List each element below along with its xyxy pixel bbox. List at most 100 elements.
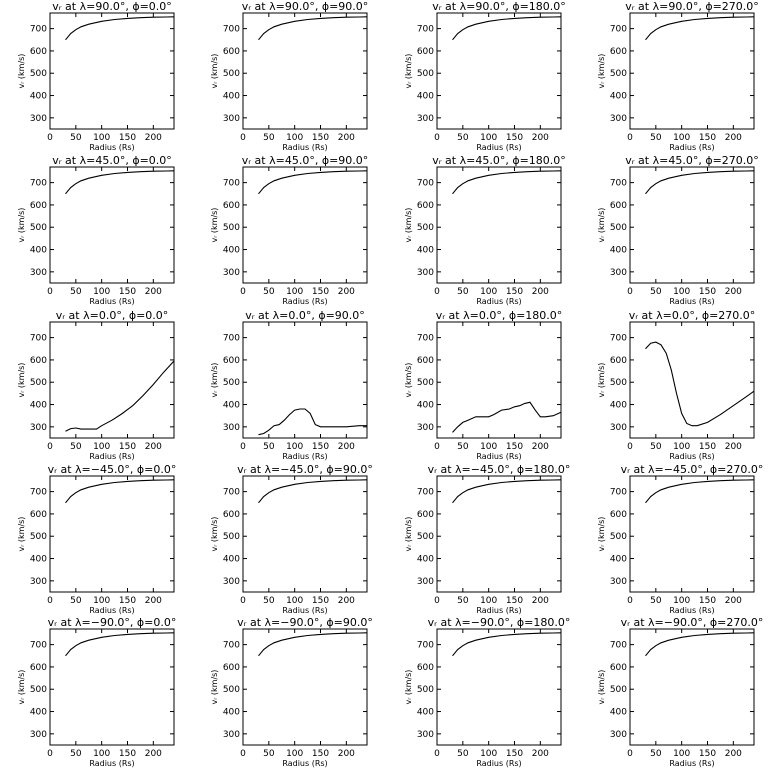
x-tick-label: 0 [627,442,633,452]
y-tick-label: 300 [417,114,434,124]
x-tick-label: 0 [47,133,53,143]
y-tick-label: 300 [223,423,240,433]
plot-frame [242,475,368,593]
x-tick-label: 100 [286,596,303,606]
x-axis-label: Radius (Rs) [282,143,327,152]
y-tick-label: 600 [610,356,627,366]
plot-frame [242,321,368,439]
y-axis-label: vᵣ (km/s) [210,517,219,552]
x-tick-label: 150 [312,133,329,143]
y-tick-label: 400 [417,92,434,102]
x-tick-label: 200 [725,133,742,143]
y-tick-label: 400 [610,401,627,411]
y-tick-label: 500 [30,685,47,695]
y-tick-label: 700 [417,179,434,189]
panel-title: vᵣ at λ=−45.0°, ϕ=180.0° [428,463,571,476]
x-tick-label: 50 [650,596,662,606]
x-tick-label: 100 [673,749,690,759]
x-axis-label: Radius (Rs) [476,297,521,306]
y-tick-label: 300 [610,730,627,740]
y-axis-label: vᵣ (km/s) [17,208,26,243]
y-tick-label: 300 [610,423,627,433]
y-tick-label: 700 [30,179,47,189]
y-tick-label: 700 [417,488,434,498]
panel-title: vᵣ at λ=−45.0°, ϕ=90.0° [237,463,373,476]
x-tick-label: 150 [699,596,716,606]
y-tick-label: 300 [30,730,47,740]
y-tick-label: 600 [30,47,47,57]
x-tick-label: 0 [434,749,440,759]
plot-frame [242,628,368,746]
series-line [452,401,562,433]
y-tick-label: 400 [223,401,240,411]
x-tick-label: 100 [673,133,690,143]
x-tick-label: 100 [286,442,303,452]
plot-frame [436,12,562,130]
plot-frame [49,12,175,130]
y-tick-label: 600 [417,510,434,520]
x-tick-label: 50 [263,596,275,606]
plot-frame [436,628,562,746]
x-tick-label: 0 [47,442,53,452]
y-tick-label: 700 [223,641,240,651]
x-tick-label: 200 [725,287,742,297]
x-tick-label: 0 [627,287,633,297]
x-tick-label: 150 [506,749,523,759]
series-line [65,16,175,41]
y-tick-label: 700 [610,179,627,189]
y-axis-label: vᵣ (km/s) [17,670,26,705]
y-tick-label: 500 [30,69,47,79]
y-tick-label: 300 [610,577,627,587]
y-tick-label: 600 [223,663,240,673]
y-tick-label: 700 [223,25,240,35]
x-tick-label: 50 [263,287,275,297]
y-tick-label: 500 [30,532,47,542]
y-tick-label: 400 [223,555,240,565]
y-tick-label: 600 [417,663,434,673]
y-tick-label: 600 [30,663,47,673]
x-axis-label: Radius (Rs) [669,452,714,461]
x-tick-label: 50 [457,596,469,606]
series-line [258,16,368,41]
y-tick-label: 500 [610,223,627,233]
series-line [258,170,368,195]
x-tick-label: 100 [480,287,497,297]
x-tick-label: 200 [532,133,549,143]
series-line [645,16,755,41]
x-axis-label: Radius (Rs) [282,297,327,306]
y-tick-label: 600 [223,510,240,520]
x-tick-label: 50 [650,133,662,143]
x-tick-label: 0 [240,596,246,606]
x-tick-label: 100 [286,287,303,297]
plot-frame [629,475,755,593]
series-line [645,170,755,195]
x-tick-label: 100 [480,442,497,452]
x-tick-label: 200 [725,442,742,452]
panel-title: vᵣ at λ=90.0°, ϕ=270.0° [625,0,759,13]
y-tick-label: 700 [417,334,434,344]
y-tick-label: 500 [417,378,434,388]
y-tick-label: 600 [223,47,240,57]
x-tick-label: 200 [338,133,355,143]
x-tick-label: 50 [457,442,469,452]
y-tick-label: 700 [223,488,240,498]
y-tick-label: 300 [30,114,47,124]
x-tick-label: 100 [480,749,497,759]
plot-frame [49,475,175,593]
y-tick-label: 600 [223,201,240,211]
x-tick-label: 150 [312,596,329,606]
plot-frame [49,628,175,746]
y-axis-label: vᵣ (km/s) [597,363,606,398]
y-tick-label: 400 [30,92,47,102]
x-axis-label: Radius (Rs) [669,143,714,152]
panel-title: vᵣ at λ=0.0°, ϕ=270.0° [629,309,756,322]
x-tick-label: 100 [286,133,303,143]
y-tick-label: 700 [610,25,627,35]
series-line [452,170,562,195]
y-axis-label: vᵣ (km/s) [210,670,219,705]
x-tick-label: 100 [93,442,110,452]
panel-title: vᵣ at λ=45.0°, ϕ=180.0° [432,154,566,167]
x-tick-label: 0 [434,442,440,452]
y-tick-label: 700 [223,334,240,344]
y-axis-label: vᵣ (km/s) [597,670,606,705]
